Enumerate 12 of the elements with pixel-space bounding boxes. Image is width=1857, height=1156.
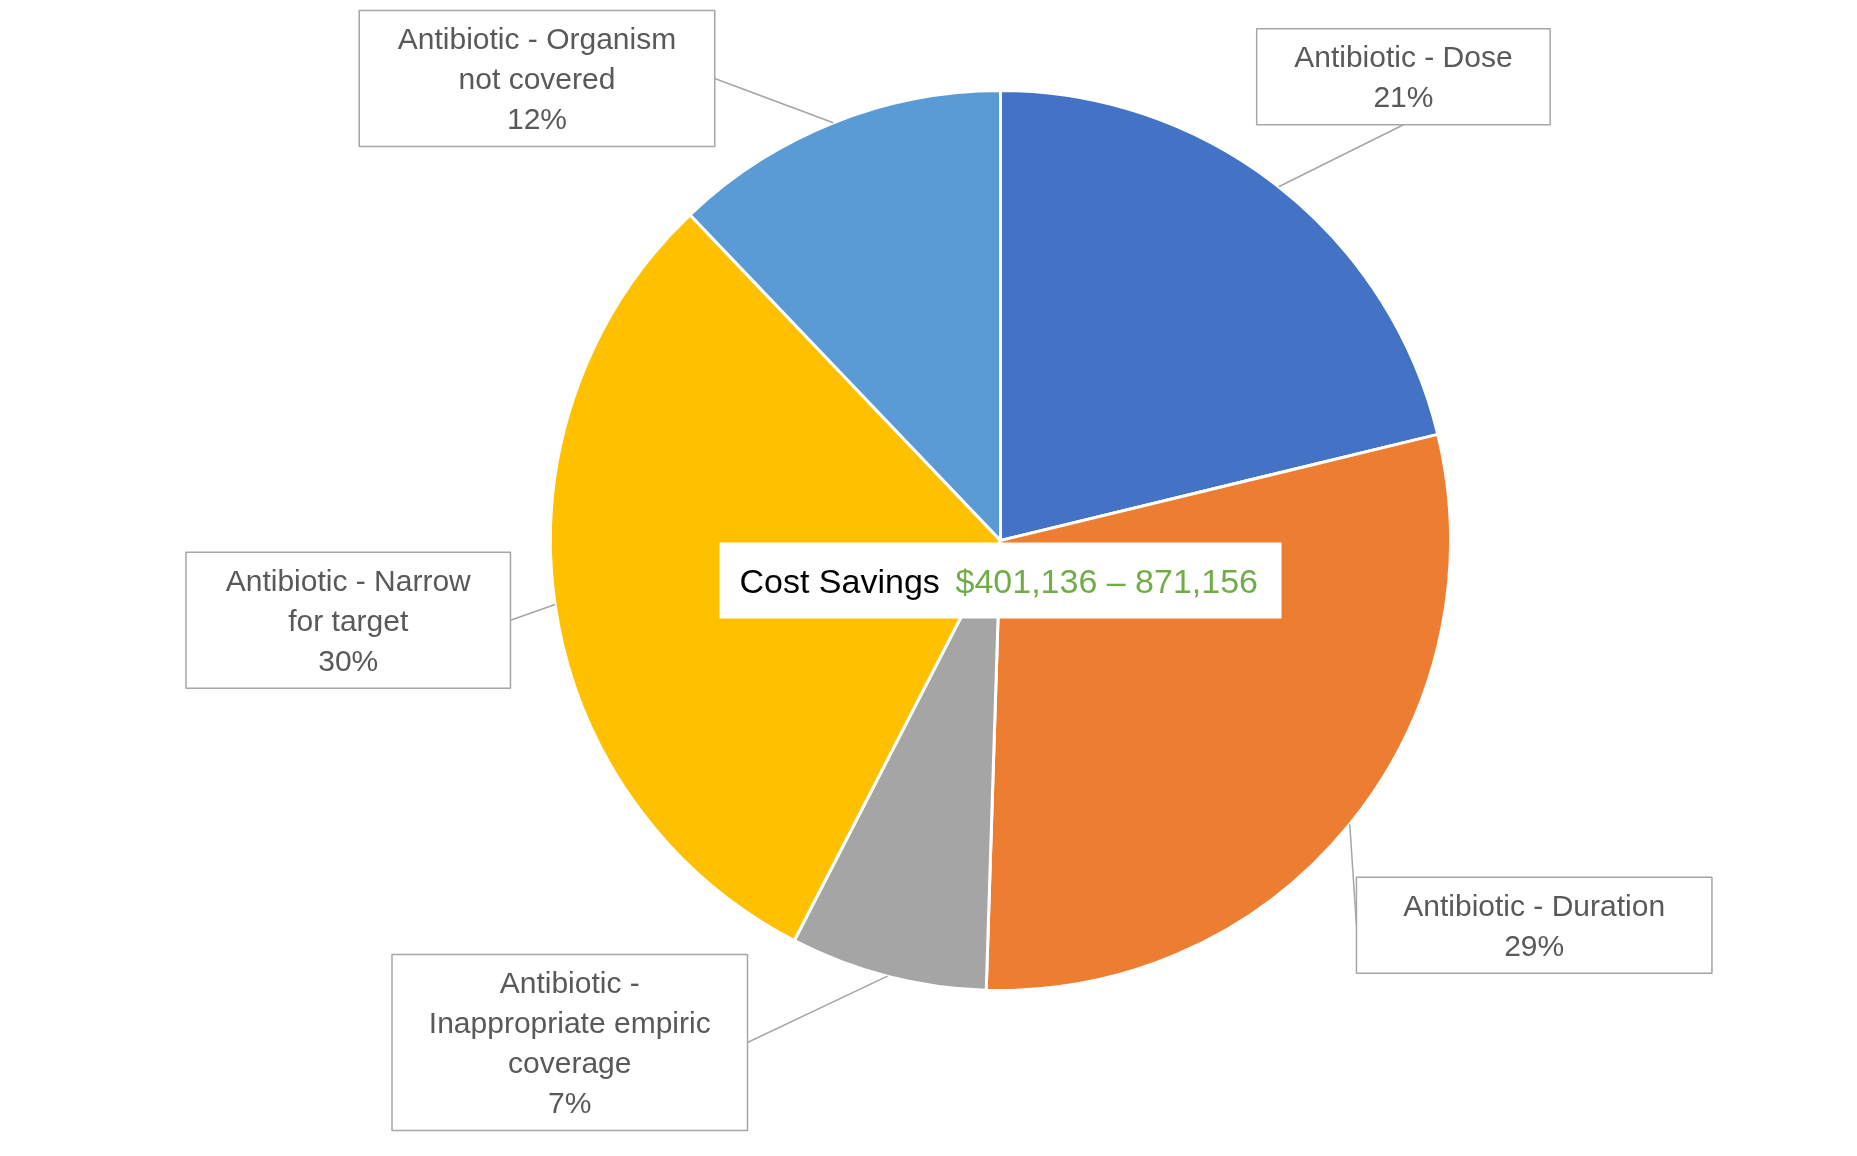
text: Cost Savings xyxy=(739,561,940,600)
legend-label: Antibiotic - Inappropriate empiric coverage xyxy=(428,966,711,1079)
slice-label: Antibiotic - Dose xyxy=(1294,40,1513,74)
data-label: 21% xyxy=(1373,80,1434,114)
text: $401,136 – 871,156 xyxy=(955,561,1259,600)
data-label: 29% xyxy=(1504,928,1565,962)
data-label: 7% xyxy=(548,1086,592,1119)
slice-label: Antibiotic - Organism not covered xyxy=(397,22,677,95)
data-label: 12% xyxy=(506,102,567,135)
data-label: 30% xyxy=(318,643,379,677)
slice-label: Antibiotic - Narrow for target xyxy=(225,563,472,637)
slice-label: Antibiotic - Duration xyxy=(1403,888,1666,922)
